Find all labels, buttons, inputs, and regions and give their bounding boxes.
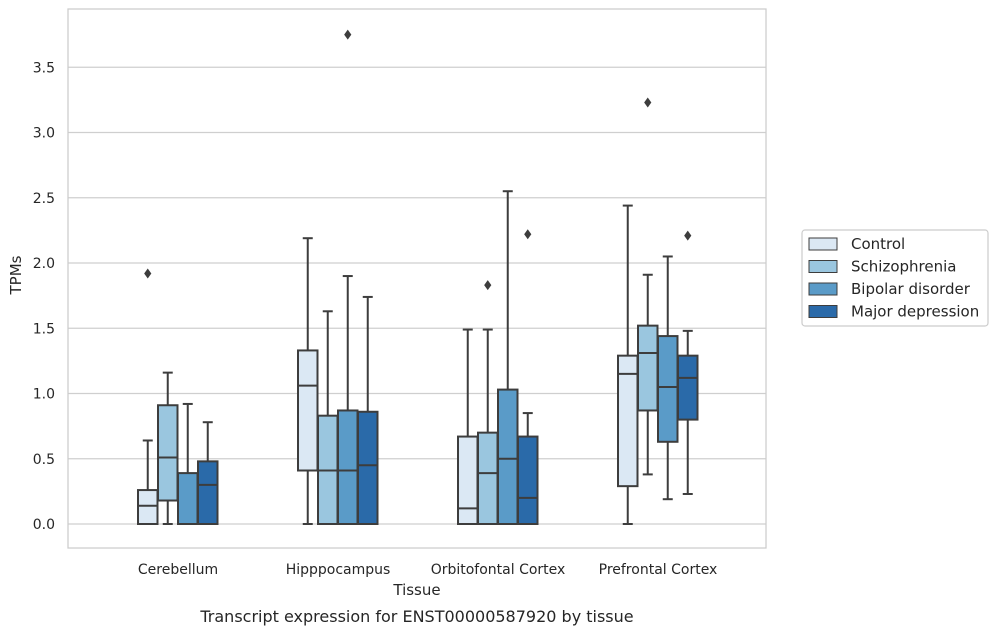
- box-body: [677, 354, 699, 421]
- legend-label: Bipolar disorder: [851, 280, 971, 298]
- legend-swatch: [808, 305, 838, 318]
- box-major-depression: [517, 229, 539, 525]
- box-body: [297, 349, 319, 472]
- box-body: [157, 404, 179, 502]
- box-control: [137, 268, 159, 526]
- box-control: [297, 237, 319, 525]
- x-axis-ticks: Cerebellum Hipppocampus Orbitofontal Corte…: [138, 562, 717, 578]
- y-axis-ticks: 0.0 0.5 1.0 1.5 2.0 2.5 3.0 3.5: [33, 60, 55, 533]
- box-body: [497, 388, 519, 525]
- box-body: [657, 335, 679, 443]
- box-schizophrenia: [637, 97, 659, 476]
- box-major-depression: [357, 295, 379, 525]
- box-body: [457, 435, 479, 525]
- x-tick-label: Cerebellum: [138, 562, 218, 578]
- box-schizophrenia: [317, 310, 339, 525]
- box-major-depression: [197, 421, 219, 525]
- box-body: [197, 460, 219, 525]
- box-major-depression: [677, 230, 699, 495]
- box-bipolar-disorder: [177, 402, 199, 526]
- box-body: [177, 472, 199, 526]
- x-tick-label: Hipppocampus: [286, 562, 391, 578]
- box-body: [137, 489, 159, 526]
- box-body: [357, 410, 379, 525]
- y-tick-label: 2.0: [33, 256, 55, 272]
- box-schizophrenia: [477, 280, 499, 525]
- legend-swatch: [808, 237, 838, 251]
- box-body: [617, 354, 639, 488]
- box-series: [137, 29, 699, 526]
- box-bipolar-disorder: [337, 29, 359, 525]
- legend-label: Schizophrenia: [851, 258, 956, 276]
- box-control: [457, 328, 479, 525]
- y-tick-label: 3.5: [33, 60, 55, 76]
- box-body: [517, 435, 539, 525]
- box-bipolar-disorder: [497, 190, 519, 525]
- box-control: [617, 204, 639, 525]
- outlier-point: [524, 229, 532, 240]
- outlier-point: [484, 280, 492, 291]
- y-tick-label: 3.0: [33, 126, 55, 142]
- legend: Control Schizophrenia Bipolar disorder Majo…: [801, 229, 989, 327]
- outlier-point: [344, 29, 352, 40]
- y-axis-label: TPMs: [7, 255, 25, 295]
- legend-frame: [801, 229, 989, 327]
- x-tick-label: Orbitofontal Cortex: [431, 562, 566, 578]
- outlier-point: [644, 97, 652, 108]
- y-tick-label: 0.5: [33, 452, 55, 468]
- y-tick-label: 1.5: [33, 321, 55, 337]
- box-body: [477, 431, 499, 525]
- box-body: [337, 409, 359, 525]
- x-tick-label: Prefrontal Cortex: [599, 562, 718, 578]
- box-body: [637, 324, 659, 412]
- box-bipolar-disorder: [657, 255, 679, 501]
- outlier-point: [144, 268, 152, 279]
- y-tick-label: 0.0: [33, 517, 55, 533]
- y-tick-label: 2.5: [33, 191, 55, 207]
- x-axis-label: Tissue: [392, 581, 440, 599]
- legend-swatch: [808, 282, 838, 296]
- plot-area-frame: [67, 8, 767, 549]
- chart-caption: Transcript expression for ENST0000058792…: [199, 607, 633, 626]
- gridlines: [68, 66, 766, 525]
- outlier-point: [684, 230, 692, 241]
- legend-label: Control: [851, 235, 905, 253]
- y-tick-label: 1.0: [33, 387, 55, 403]
- legend-swatch: [808, 260, 838, 273]
- legend-label: Major depression: [851, 303, 979, 321]
- box-schizophrenia: [157, 371, 179, 525]
